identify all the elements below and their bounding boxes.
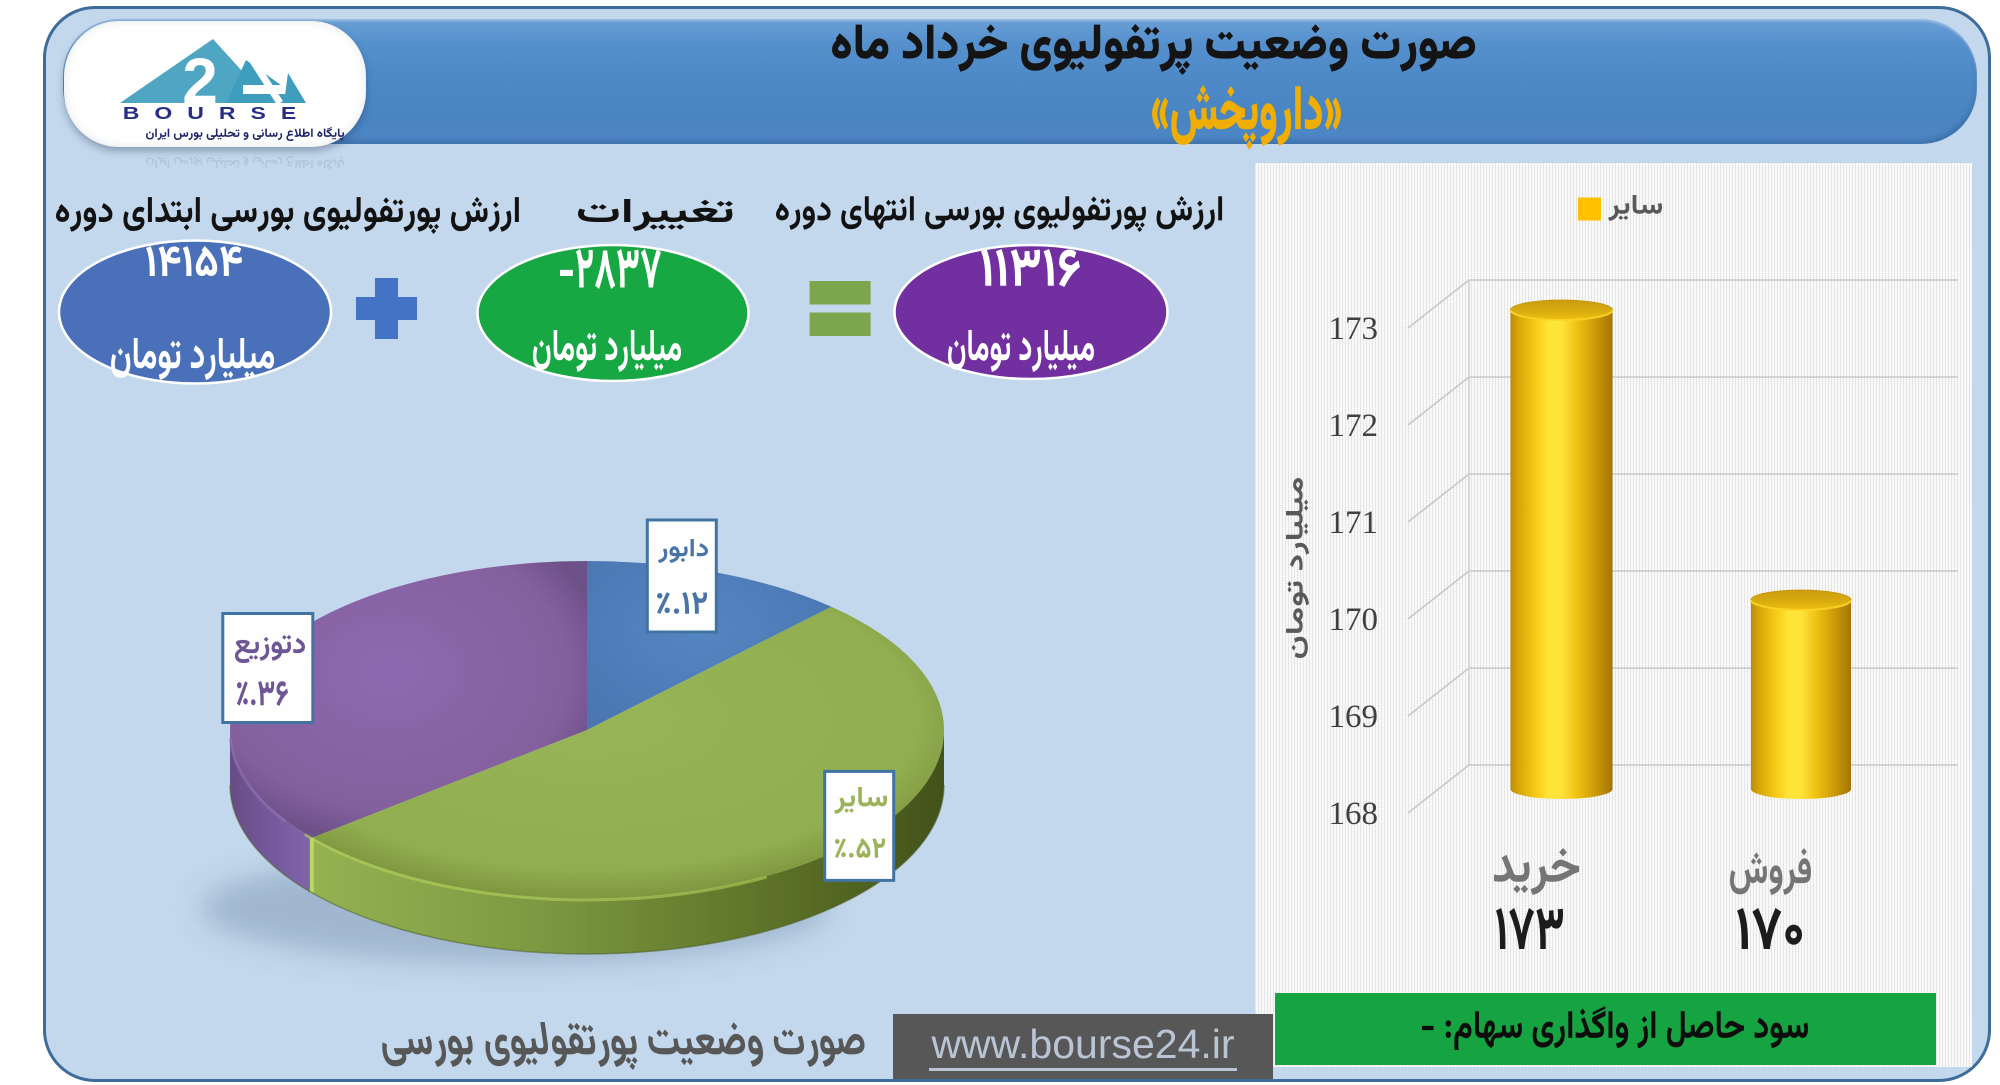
svg-text:169: 169 — [1329, 699, 1379, 735]
svg-text:168: 168 — [1329, 796, 1379, 832]
svg-text:172: 172 — [1329, 408, 1379, 444]
svg-text:2: 2 — [182, 45, 218, 117]
svg-text:173: 173 — [1329, 311, 1379, 347]
svg-text:170: 170 — [1329, 602, 1379, 638]
svg-text:171: 171 — [1329, 505, 1379, 541]
